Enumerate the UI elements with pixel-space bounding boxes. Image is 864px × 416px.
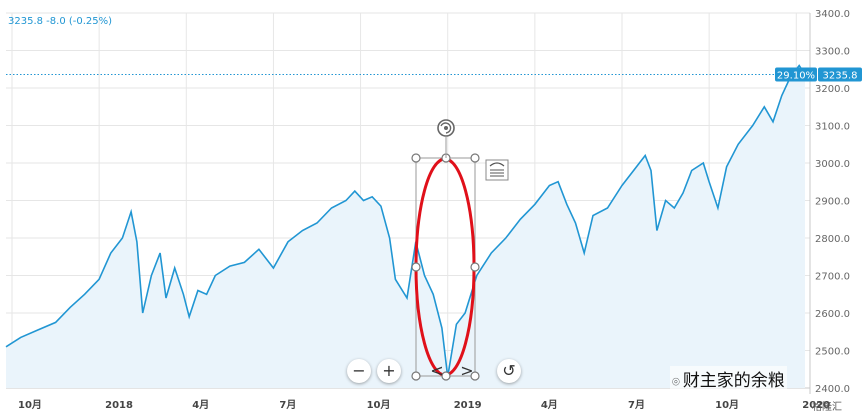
reset-button[interactable]: ↺ bbox=[497, 359, 521, 383]
x-tick-label: 2019 bbox=[454, 400, 482, 411]
y-tick-label: 2600.0 bbox=[815, 309, 850, 320]
y-tick-label: 2400.0 bbox=[815, 384, 850, 395]
change-tag-text: 29.10% bbox=[777, 71, 815, 82]
x-tick-label: 2018 bbox=[105, 400, 133, 411]
x-tick-label: 10月 bbox=[18, 399, 42, 411]
price-tag: 29.10% 3235.8 bbox=[775, 67, 862, 82]
layout-options-icon[interactable] bbox=[485, 159, 509, 181]
y-tick-label: 3200.0 bbox=[815, 84, 850, 95]
price-line bbox=[5, 64, 806, 377]
x-tick-label: 10月 bbox=[715, 399, 739, 411]
y-tick-label: 3100.0 bbox=[815, 122, 850, 133]
y-tick-label: 3000.0 bbox=[815, 159, 850, 170]
y-tick-label: 3400.0 bbox=[815, 9, 850, 20]
rotate-handle-icon[interactable] bbox=[437, 119, 455, 137]
red-ellipse[interactable] bbox=[414, 157, 476, 377]
resize-handle[interactable] bbox=[411, 153, 421, 163]
price-readout: 3235.8 -8.0 (-0.25%) bbox=[8, 16, 113, 27]
y-tick-label: 3300.0 bbox=[815, 47, 850, 58]
x-tick-label: 7月 bbox=[279, 399, 296, 411]
y-axis-ticks: 3400.0 3300.0 3200.0 3100.0 3000.0 2900.0 2800… bbox=[815, 9, 850, 395]
x-tick-label: 2020 bbox=[802, 400, 830, 411]
scroll-right-button[interactable]: > bbox=[460, 361, 474, 380]
scroll-left-button[interactable]: < bbox=[430, 361, 444, 380]
watermark: ⌾ 财主家的余粮 bbox=[670, 366, 787, 391]
resize-handle[interactable] bbox=[411, 371, 421, 381]
wechat-icon: ⌾ bbox=[672, 375, 680, 390]
x-tick-label: 10月 bbox=[367, 399, 391, 411]
watermark-text: 财主家的余粮 bbox=[682, 371, 785, 391]
price-area-fill bbox=[6, 65, 805, 388]
watermark-secondary: 格隆汇 bbox=[812, 402, 842, 413]
y-tick-label: 2700.0 bbox=[815, 272, 850, 283]
zoom-in-button[interactable]: + bbox=[377, 359, 401, 383]
change-tag-bg bbox=[775, 67, 817, 82]
annotation-ellipse-selection[interactable] bbox=[411, 119, 509, 381]
x-axis-ticks: 10月 2018 4月 7月 10月 2019 4月 7月 10月 2020 bbox=[18, 399, 830, 411]
y-tick-label: 2900.0 bbox=[815, 197, 850, 208]
y-tick-label: 2500.0 bbox=[815, 347, 850, 358]
resize-handle[interactable] bbox=[470, 371, 480, 381]
price-tag-bg bbox=[818, 67, 862, 82]
x-tick-label: 4月 bbox=[541, 399, 558, 411]
resize-handle[interactable] bbox=[411, 262, 421, 272]
x-tick-label: 7月 bbox=[628, 399, 645, 411]
zoom-out-button[interactable]: − bbox=[347, 359, 371, 383]
selection-handles[interactable] bbox=[411, 153, 480, 381]
resize-handle[interactable] bbox=[470, 153, 480, 163]
y-tick-label: 2800.0 bbox=[815, 234, 850, 245]
x-tick-label: 4月 bbox=[192, 399, 209, 411]
resize-handle[interactable] bbox=[441, 371, 451, 381]
resize-handle[interactable] bbox=[470, 262, 480, 272]
price-tag-text: 3235.8 bbox=[823, 71, 858, 82]
